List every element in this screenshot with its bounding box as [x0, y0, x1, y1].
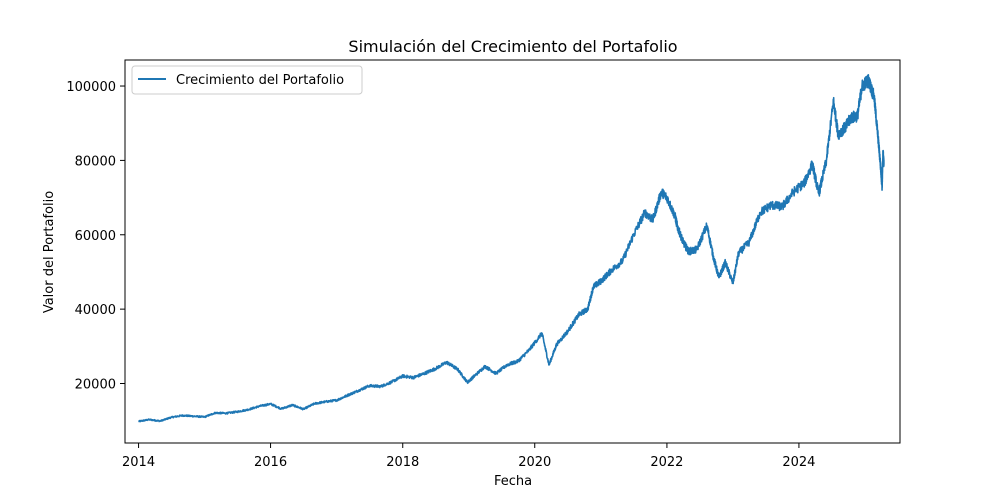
- x-tick-label: 2020: [518, 455, 551, 470]
- legend-label: Crecimiento del Portafolio: [176, 73, 344, 88]
- x-tick-label: 2016: [254, 455, 287, 470]
- x-tick-label: 2014: [122, 455, 155, 470]
- plot-area-frame: [124, 59, 901, 444]
- y-tick-label: 40000: [75, 303, 116, 318]
- legend: Crecimiento del Portafolio: [131, 65, 363, 95]
- y-tick-label: 80000: [75, 154, 116, 169]
- y-tick-label: 20000: [75, 378, 116, 393]
- x-axis-label: Fecha: [494, 474, 532, 489]
- y-axis-ticks: 20000 40000 60000 80000 100000: [66, 80, 125, 393]
- x-tick-label: 2024: [782, 455, 815, 470]
- y-tick-label: 60000: [75, 229, 116, 244]
- x-tick-label: 2022: [650, 455, 683, 470]
- y-tick-label: 100000: [66, 80, 116, 95]
- y-axis-label: Valor del Portafolio: [42, 191, 57, 313]
- x-tick-label: 2018: [386, 455, 419, 470]
- legend-box: [131, 65, 363, 95]
- series-line-crecimiento-del-portafolio: [138, 74, 885, 423]
- x-axis-ticks: 2014 2016 2018 2020 2022 2024: [122, 443, 815, 470]
- chart-title: Simulación del Crecimiento del Portafoli…: [348, 37, 677, 56]
